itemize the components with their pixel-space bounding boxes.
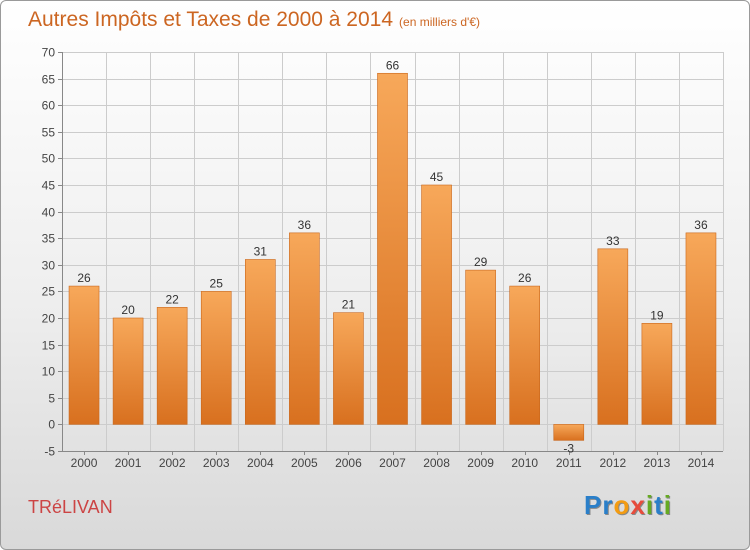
bar-2008 xyxy=(421,184,452,425)
axis-layer: -5 0 5 10 15 20 25 30 35 40 45 50 55 60 65 70 2000 2001 20… xyxy=(42,46,723,470)
logo-letter: r xyxy=(602,490,614,520)
bar-2002 xyxy=(156,307,188,425)
bar-2010 xyxy=(509,285,541,425)
data-label: 33 xyxy=(606,234,620,248)
bar-2014 xyxy=(685,232,717,425)
data-label: 36 xyxy=(694,218,708,232)
x-tick-label: 2008 xyxy=(423,456,450,470)
x-tick-label: 2005 xyxy=(291,456,318,470)
y-tick-label: 25 xyxy=(42,285,56,299)
x-tick-label: 2014 xyxy=(688,456,715,470)
y-tick-label: 45 xyxy=(42,179,56,193)
x-tick-label: 2006 xyxy=(335,456,362,470)
y-tick-label: 70 xyxy=(42,46,56,60)
data-label: 25 xyxy=(210,276,224,290)
data-label: 26 xyxy=(77,271,91,285)
x-tick-label: 2013 xyxy=(644,456,671,470)
y-tick-label: 35 xyxy=(42,232,56,246)
bar-2000 xyxy=(68,285,100,425)
logo-letter: x xyxy=(630,490,646,520)
x-tick-label: 2007 xyxy=(379,456,406,470)
y-tick-label: 40 xyxy=(42,206,56,220)
logo-letter: t xyxy=(654,490,664,520)
data-label: 26 xyxy=(518,271,532,285)
bar-2004 xyxy=(245,259,276,425)
x-tick-label: 2011 xyxy=(556,456,582,470)
x-tick-label: 2001 xyxy=(115,456,142,470)
data-label: 22 xyxy=(165,292,179,306)
y-tick-label: 30 xyxy=(42,259,56,273)
bar-2003 xyxy=(200,291,232,425)
proxiti-logo[interactable]: Proxiti xyxy=(584,490,672,521)
bar-2005 xyxy=(289,232,320,425)
y-tick-label: 15 xyxy=(42,339,56,353)
x-tick-label: 2002 xyxy=(159,456,186,470)
data-label: 19 xyxy=(650,308,664,322)
bar-2013 xyxy=(641,323,673,425)
logo-letter: o xyxy=(613,490,631,520)
data-label: 29 xyxy=(474,255,488,269)
x-tick-label: 2003 xyxy=(203,456,230,470)
logo-letter: i xyxy=(645,490,655,520)
data-label: 31 xyxy=(254,244,268,258)
bar-2007 xyxy=(377,72,408,425)
y-tick-label: 50 xyxy=(42,152,56,166)
x-tick-label: 2004 xyxy=(247,456,274,470)
bar-2012 xyxy=(597,248,629,425)
y-tick-label: 55 xyxy=(42,126,56,140)
y-tick-label: 60 xyxy=(42,99,56,113)
bar-2001 xyxy=(112,317,144,425)
data-label: 20 xyxy=(121,303,135,317)
y-tick-label: 0 xyxy=(48,418,55,432)
y-tick-label: 65 xyxy=(42,73,56,87)
data-label: 21 xyxy=(342,298,356,312)
chart-subtitle: (en milliers d'€) xyxy=(399,15,481,29)
bar-2009 xyxy=(465,269,496,425)
y-tick-label: 10 xyxy=(42,365,56,379)
data-label: 36 xyxy=(298,218,312,232)
commune-name: TRéLIVAN xyxy=(28,497,113,517)
y-tick-label: 5 xyxy=(48,392,55,406)
y-tick-label: -5 xyxy=(44,445,55,459)
x-tick-label: 2009 xyxy=(467,456,494,470)
y-tick-label: 20 xyxy=(42,312,56,326)
data-label: -3 xyxy=(563,441,574,455)
bar-2011 xyxy=(553,424,585,441)
x-tick-label: 2010 xyxy=(511,456,538,470)
label-layer: 26 20 22 25 31 36 21 66 45 29 26 -3 33 19 36 xyxy=(77,58,708,455)
title-text: Autres Impôts et Taxes de 2000 à 2014 xyxy=(28,8,394,31)
data-label: 66 xyxy=(386,58,400,72)
x-tick-label: 2000 xyxy=(71,456,98,470)
bar-2006 xyxy=(333,312,364,425)
data-label: 45 xyxy=(430,170,444,184)
logo-letter: i xyxy=(663,490,672,520)
chart-title: Autres Impôts et Taxes de 2000 à 2014 (en… xyxy=(28,8,480,32)
x-tick-label: 2012 xyxy=(599,456,626,470)
bar-layer xyxy=(68,72,717,441)
logo-letter: P xyxy=(584,490,603,520)
